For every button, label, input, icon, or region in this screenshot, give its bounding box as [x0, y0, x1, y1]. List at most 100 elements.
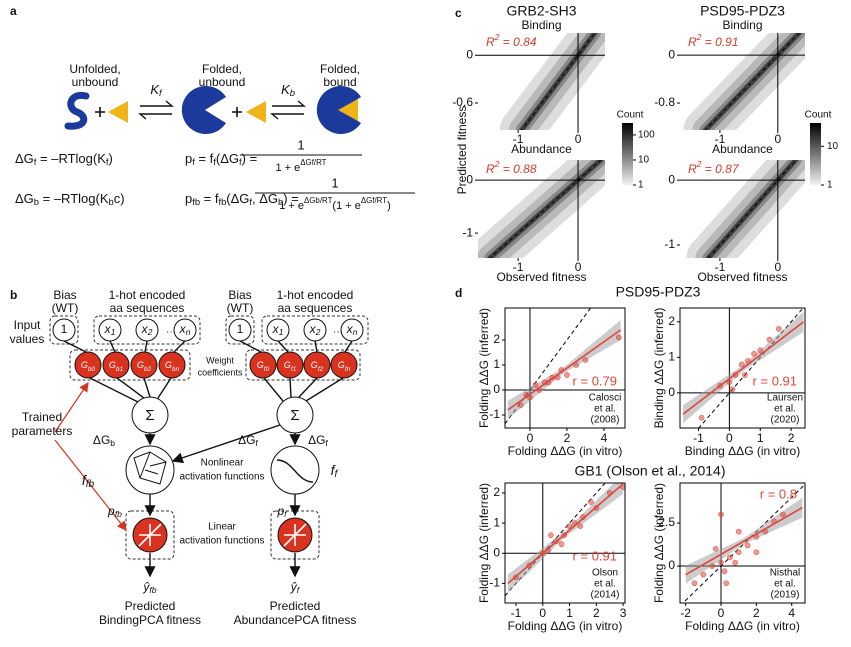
- x-axis-label: Abundance: [712, 142, 773, 156]
- text-part: ΔG: [15, 151, 34, 166]
- identity-line: [707, 160, 797, 258]
- text-part: = 0.84: [499, 35, 536, 49]
- equation: ΔGf = –RTlog(Kf): [15, 151, 113, 167]
- text-part: b: [109, 197, 114, 207]
- y-tick-label: -0.8: [654, 95, 675, 109]
- state-label: Folded,: [202, 62, 242, 76]
- plot-area: [505, 308, 625, 428]
- colorbar: [622, 123, 633, 185]
- denominator: 1 + eΔGf/RT: [275, 158, 326, 174]
- x-tick-label: 0: [774, 260, 781, 274]
- text-part: b: [110, 438, 115, 448]
- text-part: p: [276, 504, 284, 518]
- data-point: [615, 334, 622, 341]
- text-part: 1: [111, 327, 116, 337]
- data-point: [718, 511, 724, 518]
- data-point: [691, 580, 698, 587]
- x-axis-label: Observed fitness: [697, 270, 787, 284]
- text-part: x: [104, 322, 112, 336]
- text-part: ): [387, 200, 391, 212]
- input-node-label: 1: [61, 322, 68, 336]
- data-point: [588, 499, 594, 505]
- x-tick-label: -1: [715, 260, 726, 274]
- label: Nonlinear: [201, 458, 244, 469]
- y-tick-label: 0: [668, 47, 675, 61]
- text-part: G: [81, 360, 88, 370]
- text-part: 1: [237, 322, 244, 336]
- data-point: [712, 545, 719, 552]
- y-tick-label: 1: [668, 350, 675, 364]
- plot-frame: [504, 482, 626, 604]
- text-part: 2: [147, 327, 153, 337]
- panel-label: a: [10, 4, 17, 18]
- citation: Olson: [592, 568, 618, 579]
- r-label: r = 0.8: [760, 486, 797, 501]
- input-node-label: x2: [141, 322, 153, 337]
- data-point: [723, 580, 730, 587]
- data-point: [780, 511, 786, 518]
- x-tick-label: 0: [539, 606, 546, 620]
- weight-node-label: Gbn: [165, 360, 180, 372]
- plot-area: [680, 308, 805, 428]
- dG-label: ΔGb: [93, 433, 115, 448]
- text-part: 2: [494, 32, 500, 42]
- text-part: ΔGf/RT: [361, 196, 387, 205]
- x-tick-label: 4: [788, 606, 795, 620]
- state-label: Folded,: [320, 62, 360, 76]
- text-part: ) =: [283, 191, 299, 206]
- data-point: [744, 542, 751, 549]
- x-tick-label: 4: [601, 431, 608, 445]
- text-part: (ΔG: [226, 191, 249, 206]
- data-point: [721, 568, 728, 575]
- state-label: unbound: [72, 75, 119, 89]
- text-part: b: [290, 88, 295, 98]
- weight-node-label: Gb0: [81, 360, 96, 372]
- x-tick-label: -1: [513, 260, 524, 274]
- weight-node-label: Gf1: [284, 360, 297, 372]
- label: values: [10, 332, 45, 346]
- data-point: [547, 532, 554, 539]
- x-axis-label: Observed fitness: [496, 270, 586, 284]
- y-tick-label: -1: [462, 225, 473, 239]
- text-part: f: [106, 157, 109, 167]
- citation: (2014): [591, 590, 620, 601]
- panel-label: d: [455, 286, 462, 300]
- y-tick-label: 2: [493, 332, 500, 346]
- text-part: G: [338, 360, 345, 370]
- text-part: (ΔG: [216, 151, 239, 166]
- data-point: [738, 361, 745, 368]
- citation: (2008): [591, 415, 620, 426]
- output-label: ŷfb: [142, 580, 156, 595]
- x-tick-label: 0: [575, 132, 582, 146]
- y-axis-label: Folding ΔΔG (inferred): [477, 308, 491, 428]
- x-tick-label: 1: [757, 431, 764, 445]
- text-part: f: [284, 509, 288, 519]
- plot-subtitle: Binding: [521, 18, 561, 32]
- data-point: [698, 414, 705, 421]
- label: Input: [14, 318, 41, 332]
- y-tick-label: 0: [493, 545, 500, 559]
- colorbar-tick-label: 1: [827, 180, 833, 191]
- state-label: Unfolded,: [69, 62, 120, 76]
- text-part: = 0.88: [499, 162, 536, 176]
- data-point: [735, 528, 742, 535]
- p-label: pf: [276, 504, 288, 519]
- x-axis-label: Abundance: [511, 142, 572, 156]
- text-part: ΔG: [15, 191, 34, 206]
- colorbar-title: Count: [805, 110, 832, 121]
- y-tick-label: -1: [489, 407, 500, 421]
- text-part: ŷ: [142, 580, 150, 594]
- y-tick-label: 0: [668, 172, 675, 186]
- text-part: bn: [172, 366, 180, 373]
- label: aa sequences: [110, 301, 185, 315]
- data-point: [582, 357, 589, 363]
- label: Bias: [53, 288, 76, 302]
- plot-title: PSD95-PDZ3: [700, 3, 785, 19]
- data-point: [558, 541, 565, 548]
- x-axis-label: Binding ΔΔG (in vitro): [685, 444, 800, 458]
- sum-symbol: Σ: [290, 407, 299, 424]
- citation: Nisthal: [770, 568, 801, 579]
- text-part: f: [331, 462, 337, 478]
- plot-subtitle: Binding: [722, 18, 762, 32]
- identity-line: [521, 33, 596, 130]
